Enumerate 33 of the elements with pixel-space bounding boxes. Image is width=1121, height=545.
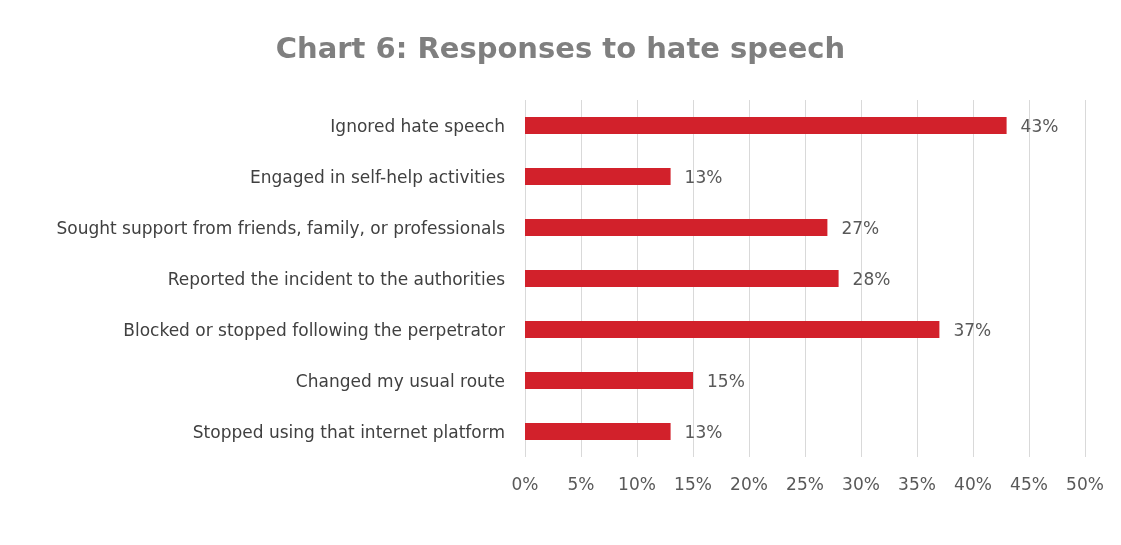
x-tick-label: 35% bbox=[898, 473, 936, 494]
data-label: 13% bbox=[684, 166, 723, 187]
chart-title: Chart 6: Responses to hate speech bbox=[275, 30, 846, 65]
bar bbox=[525, 423, 671, 440]
bar bbox=[525, 219, 828, 236]
x-tick-label: 20% bbox=[730, 473, 768, 494]
bar bbox=[525, 270, 839, 287]
y-tick-label: Changed my usual route bbox=[295, 370, 505, 391]
data-label: 43% bbox=[1020, 115, 1059, 136]
bar bbox=[525, 321, 940, 338]
x-tick-label: 45% bbox=[1010, 473, 1048, 494]
x-tick-label: 0% bbox=[511, 473, 539, 494]
y-tick-label: Blocked or stopped following the perpetrator bbox=[123, 319, 505, 340]
x-tick-label: 50% bbox=[1066, 473, 1104, 494]
x-tick-label: 15% bbox=[674, 473, 712, 494]
data-label: 28% bbox=[852, 268, 891, 289]
x-tick-label: 10% bbox=[618, 473, 656, 494]
y-tick-label: Engaged in self-help activities bbox=[249, 166, 506, 187]
data-label: 27% bbox=[841, 217, 880, 238]
bar bbox=[525, 168, 671, 185]
x-tick-label: 25% bbox=[786, 473, 824, 494]
y-tick-label: Reported the incident to the authorities bbox=[167, 268, 506, 289]
x-tick-label: 5% bbox=[567, 473, 595, 494]
data-label: 37% bbox=[953, 319, 992, 340]
y-tick-label: Sought support from friends, family, or professionals bbox=[56, 217, 506, 238]
data-label: 15% bbox=[707, 370, 745, 391]
y-tick-label: Ignored hate speech bbox=[330, 115, 505, 136]
bar bbox=[525, 372, 693, 389]
bar bbox=[525, 117, 1007, 134]
x-tick-label: 40% bbox=[954, 473, 992, 494]
x-tick-label: 30% bbox=[842, 473, 880, 494]
y-tick-label: Stopped using that internet platform bbox=[192, 421, 505, 442]
data-label: 13% bbox=[684, 421, 723, 442]
